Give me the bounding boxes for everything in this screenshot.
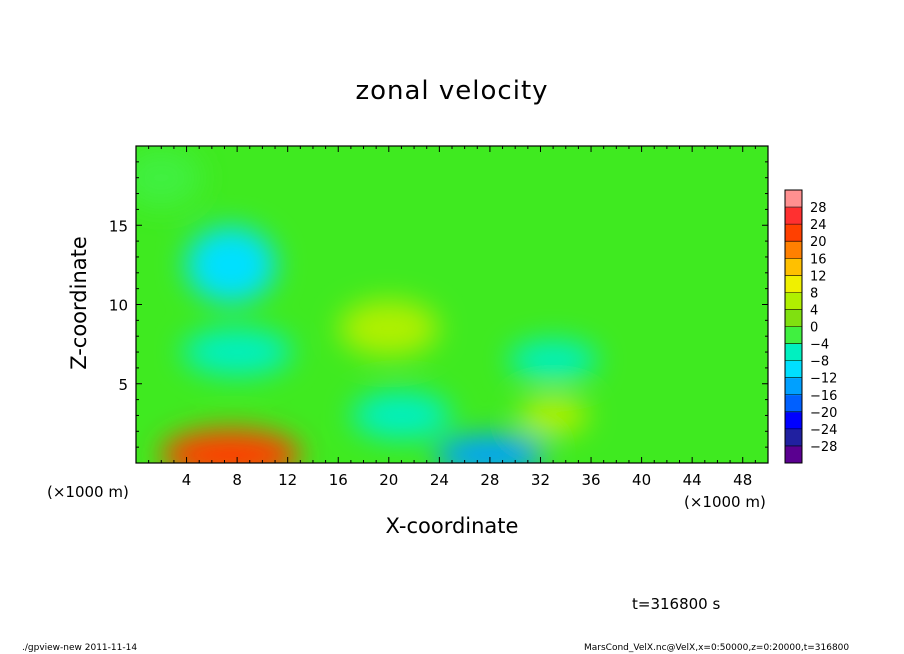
heatmap-feature — [185, 226, 276, 303]
colorbar-segment — [785, 428, 802, 447]
colorbar-label: −20 — [810, 406, 837, 421]
y-axis-unit: (×1000 m) — [47, 483, 129, 501]
colorbar-segment — [785, 360, 802, 379]
heatmap-feature — [351, 391, 452, 440]
footer-left: ./gpview-new 2011-11-14 — [22, 643, 138, 653]
colorbar-label: 16 — [810, 252, 827, 267]
heatmap-feature — [518, 395, 589, 436]
chart-title: zonal velocity — [355, 76, 549, 106]
x-tick-label: 44 — [683, 471, 702, 489]
colorbar-label: 4 — [810, 303, 818, 318]
colorbar-label: −8 — [810, 355, 829, 370]
time-label: t=316800 s — [632, 595, 721, 613]
colorbar-segment — [785, 309, 802, 327]
x-tick-label: 40 — [632, 471, 651, 489]
colorbar-segment — [785, 343, 802, 362]
colorbar-label: 8 — [810, 286, 818, 301]
x-tick-label: 48 — [733, 471, 752, 489]
x-tick-label: 32 — [531, 471, 550, 489]
colorbar-segment — [785, 377, 802, 396]
x-tick-label: 28 — [480, 471, 499, 489]
colorbar-label: −16 — [810, 389, 837, 404]
footer-right: MarsCond_VelX.nc@VelX,x=0:50000,z=0:2000… — [584, 643, 850, 653]
colorbar-segment — [785, 445, 802, 464]
colorbar-segment — [785, 326, 802, 345]
x-tick-label: 16 — [329, 471, 348, 489]
x-tick-label: 12 — [278, 471, 297, 489]
y-tick-label: 15 — [109, 217, 128, 235]
colorbar-segment — [785, 292, 802, 310]
y-tick-label: 5 — [118, 376, 128, 394]
y-tick-label: 10 — [109, 297, 128, 315]
heatmap-feature — [338, 300, 439, 357]
x-tick-label: 36 — [581, 471, 600, 489]
heatmap-feature — [182, 328, 293, 377]
colorbar-label: −4 — [810, 338, 829, 353]
x-tick-label: 24 — [430, 471, 449, 489]
colorbar-segment — [785, 394, 802, 413]
x-tick-label: 20 — [379, 471, 398, 489]
x-tick-label: 8 — [232, 471, 242, 489]
x-tick-label: 4 — [182, 471, 192, 489]
colorbar-segment — [785, 190, 802, 208]
colorbar-segment — [785, 411, 802, 430]
x-axis-unit: (×1000 m) — [684, 493, 766, 511]
colorbar-label: 20 — [810, 235, 827, 250]
x-axis-ticks: 4 8 12 16 20 24 28 32 36 40 44 48 — [148, 146, 756, 489]
heatmap-features — [136, 147, 599, 463]
heatmap-feature — [508, 339, 599, 380]
colorbar-label: 24 — [810, 218, 827, 233]
colorbar-label: 12 — [810, 269, 827, 284]
heatmap-feature — [434, 435, 545, 463]
plot-background — [136, 146, 768, 463]
colorbar-segment — [785, 207, 802, 225]
colorbar-label: 28 — [810, 201, 827, 216]
y-axis-ticks: 5 10 15 — [109, 161, 768, 448]
heatmap-feature — [136, 147, 202, 208]
colorbar-label: −28 — [810, 440, 837, 455]
colorbar-segment — [785, 224, 802, 242]
colorbar-segment — [785, 275, 802, 293]
colorbar-segment — [785, 241, 802, 259]
heatmap-feature — [160, 429, 301, 463]
colorbar-label: 0 — [810, 321, 818, 336]
colorbar-label: −12 — [810, 372, 837, 387]
x-axis-label: X-coordinate — [385, 514, 519, 538]
colorbar-label: −24 — [810, 423, 837, 438]
y-axis-label: Z-coordinate — [67, 236, 91, 370]
colorbar: −28 −24 −20 −16 −12 −8 −4 0 4 8 12 16 20 24 28 — [784, 189, 837, 464]
colorbar-segment — [785, 258, 802, 276]
